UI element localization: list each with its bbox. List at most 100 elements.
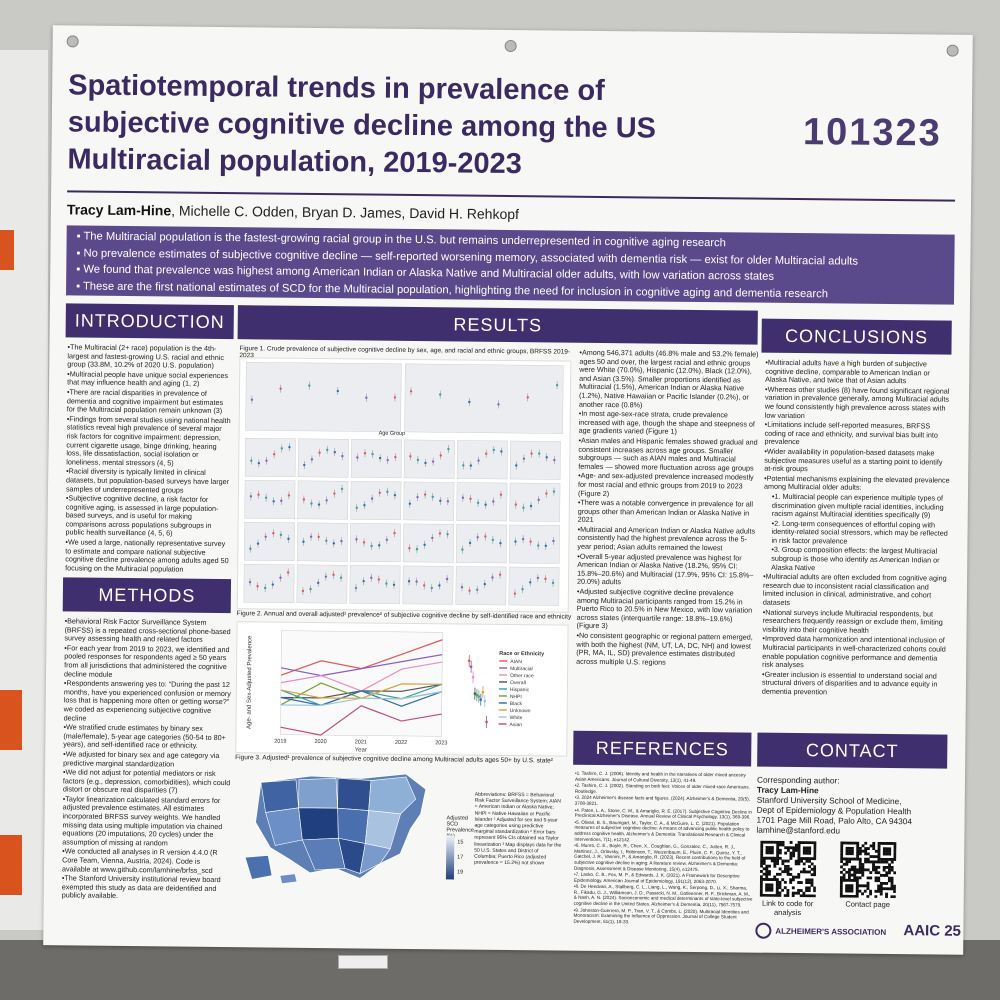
qr-module — [864, 852, 868, 856]
figure-2-legend-item: Black — [510, 701, 523, 707]
figure-1-point — [521, 587, 524, 591]
figure-1-point — [431, 460, 435, 463]
qr-module — [778, 886, 782, 890]
qr-code-analysis[interactable] — [759, 840, 817, 898]
qr-module — [848, 857, 852, 861]
qr-module — [759, 880, 763, 884]
intro-item: We used a large, nationally representati… — [65, 537, 231, 574]
qr-module — [856, 847, 860, 850]
qr-code-contact[interactable] — [839, 841, 897, 899]
qr-module — [874, 876, 878, 880]
figure-1-point — [439, 499, 442, 503]
figure-1-subpanel — [403, 439, 455, 479]
qr-module — [810, 894, 814, 898]
figure-1-point — [552, 539, 555, 543]
qr-module — [794, 843, 798, 847]
figure-1-point — [302, 540, 305, 543]
figure-1-point — [339, 576, 343, 579]
qr-module — [845, 857, 849, 861]
neighbor-poster-accent — [0, 835, 22, 895]
figure-1-point — [317, 503, 321, 506]
qr-module — [864, 849, 868, 853]
qr-module — [845, 894, 848, 898]
qr-module — [773, 856, 777, 860]
results-item: In most age-sex-race strata, crude preva… — [579, 409, 759, 438]
qr-module — [872, 841, 876, 845]
board-label-tag — [338, 955, 388, 969]
figure-1-point — [386, 458, 389, 462]
alz-logo-icon — [755, 922, 772, 939]
figure-1-point — [521, 537, 525, 541]
figure-1-point — [248, 580, 252, 584]
figure-1-point — [529, 504, 533, 508]
qr-module — [847, 878, 851, 882]
qr-module — [869, 844, 873, 848]
qr-module — [840, 860, 844, 864]
qr-module — [882, 868, 886, 872]
qr-module — [791, 878, 795, 882]
references-header: REFERENCES — [573, 730, 752, 767]
neighbor-poster — [0, 50, 48, 930]
conclusion-item: Potential mechanisms explaining the elev… — [764, 473, 950, 493]
figure-2-series-line — [280, 690, 443, 707]
methods-item: We conducted all analyses in R version 4… — [62, 847, 230, 876]
qr-module — [762, 862, 766, 865]
figure-1-point — [407, 580, 411, 583]
qr-module — [882, 849, 886, 853]
qr-module — [768, 864, 771, 868]
methods-item: Taylor linearization calculated standard… — [62, 794, 231, 848]
figure-1-point — [492, 448, 496, 452]
qr-module — [879, 887, 883, 891]
figure-1-point — [468, 541, 472, 545]
qr-module — [786, 867, 790, 871]
qr-module — [765, 848, 769, 852]
figure-1-point — [257, 493, 260, 496]
qr-module — [778, 851, 782, 855]
figure-1-point — [537, 452, 541, 455]
qr-module — [847, 894, 851, 898]
qr-module — [800, 870, 803, 874]
map-legend-tick: 17 — [457, 854, 464, 861]
qr-module — [877, 852, 881, 856]
qr-module — [869, 892, 873, 896]
figure-1-point — [370, 497, 374, 500]
qr-code-icon — [839, 841, 897, 899]
conclusion-item: Whereas other studies (8) have found sig… — [765, 384, 951, 421]
figure-1-point — [271, 583, 274, 586]
qr-module — [858, 868, 862, 872]
qr-module — [853, 894, 856, 898]
figure-1-subpanel — [508, 524, 560, 564]
results-item: Multiracial and American Indian or Alask… — [577, 525, 757, 554]
figure-1-point — [422, 584, 426, 587]
qr-module — [808, 857, 812, 861]
qr-module — [842, 894, 846, 898]
figure-2-legend-title: Race or Ethnicity — [499, 651, 545, 657]
qr-module — [890, 887, 894, 891]
qr-module — [877, 844, 881, 848]
qr-module — [778, 880, 782, 884]
qr-module — [882, 887, 886, 891]
figure-1-point — [468, 589, 471, 592]
qr-module — [770, 846, 774, 850]
references-body: 1. Tashiro, C. J. (2006). Identity and h… — [573, 771, 755, 927]
figure-1-point — [249, 495, 253, 498]
contact-email[interactable]: lamhine@stanford.edu — [756, 824, 841, 836]
qr-module — [845, 878, 849, 882]
figure-1-point — [264, 535, 267, 538]
qr-module — [778, 848, 782, 852]
qr-module — [864, 868, 867, 872]
reference-item: 1. Tashiro, C. J. (2006). Identity and h… — [575, 771, 755, 784]
figure-1-point — [272, 532, 275, 535]
figure-1-point — [416, 495, 419, 499]
qr-module — [810, 883, 814, 887]
coauthors: , Michelle C. Odden, Bryan D. James, Dav… — [171, 202, 520, 223]
methods-item: We adjusted for binary sex and age categ… — [63, 749, 231, 769]
qr-module — [776, 862, 779, 866]
figure-2-legend-item: Asian — [510, 722, 523, 728]
qr-module — [879, 884, 883, 888]
qr-module — [858, 889, 862, 893]
qr-module — [775, 878, 779, 882]
qr-module — [808, 841, 812, 845]
qr-module — [861, 849, 865, 853]
qr-module — [877, 857, 881, 861]
